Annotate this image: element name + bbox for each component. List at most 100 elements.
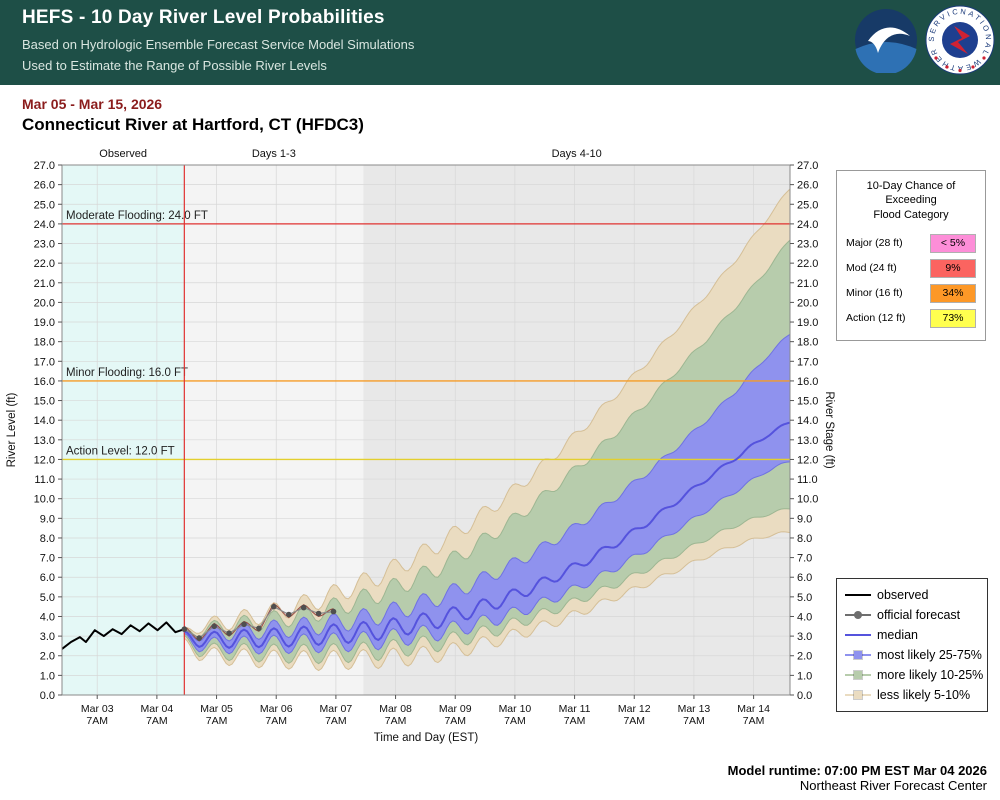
flood-probability-value: 9%: [930, 258, 976, 278]
legend-label: observed: [877, 588, 929, 602]
svg-text:2.0: 2.0: [40, 651, 55, 663]
svg-text:27.0: 27.0: [34, 160, 55, 172]
svg-text:7AM: 7AM: [444, 715, 466, 727]
svg-text:21.0: 21.0: [797, 278, 818, 290]
svg-text:7AM: 7AM: [564, 715, 586, 727]
svg-text:5.0: 5.0: [797, 592, 812, 604]
svg-text:2.0: 2.0: [797, 651, 812, 663]
svg-text:24.0: 24.0: [797, 219, 818, 231]
svg-text:Action Level: 12.0 FT: Action Level: 12.0 FT: [66, 445, 175, 457]
svg-text:Mar 12: Mar 12: [618, 703, 651, 715]
footer: Model runtime: 07:00 PM EST Mar 04 2026 …: [728, 763, 987, 793]
noaa-logo: [855, 9, 917, 73]
svg-text:Days 1-3: Days 1-3: [252, 148, 296, 160]
svg-text:7AM: 7AM: [623, 715, 645, 727]
svg-text:23.0: 23.0: [34, 239, 55, 251]
svg-text:6.0: 6.0: [40, 572, 55, 584]
flood-probability-value: < 5%: [930, 233, 976, 253]
header-logos: NATIONAL WEATHER SERVICE: [853, 4, 996, 76]
legend-swatch-most-likely: [845, 649, 871, 661]
flood-row-major: Major (28 ft) < 5%: [837, 231, 985, 256]
legend-label: less likely 5-10%: [877, 688, 971, 702]
svg-text:10.0: 10.0: [34, 494, 55, 506]
legend-swatch-median: [845, 629, 871, 641]
svg-text:18.0: 18.0: [34, 337, 55, 349]
svg-text:River Stage (ft): River Stage (ft): [823, 391, 835, 468]
svg-text:8.0: 8.0: [797, 533, 812, 545]
svg-text:Moderate Flooding: 24.0 FT: Moderate Flooding: 24.0 FT: [66, 210, 208, 222]
header-banner: HEFS - 10 Day River Level Probabilities …: [0, 0, 1000, 85]
svg-text:7AM: 7AM: [683, 715, 705, 727]
flood-probability-table: 10-Day Chance of Exceeding Flood Categor…: [836, 170, 986, 341]
flood-category-label: Mod (24 ft): [846, 262, 897, 275]
svg-text:River Level (ft): River Level (ft): [6, 392, 18, 467]
svg-text:Minor Flooding: 16.0 FT: Minor Flooding: 16.0 FT: [66, 367, 188, 379]
svg-text:Observed: Observed: [99, 148, 147, 160]
flood-table-title: 10-Day Chance of Exceeding Flood Categor…: [866, 180, 956, 221]
svg-text:Time and Day (EST): Time and Day (EST): [374, 732, 479, 744]
svg-text:22.0: 22.0: [797, 258, 818, 270]
svg-text:Mar 13: Mar 13: [678, 703, 711, 715]
svg-text:12.0: 12.0: [34, 454, 55, 466]
svg-text:7AM: 7AM: [325, 715, 347, 727]
flood-row-action: Action (12 ft) 73%: [837, 306, 985, 331]
flood-category-label: Action (12 ft): [846, 312, 906, 325]
svg-text:5.0: 5.0: [40, 592, 55, 604]
svg-text:Mar 09: Mar 09: [439, 703, 472, 715]
legend-label: most likely 25-75%: [877, 648, 982, 662]
svg-text:11.0: 11.0: [797, 474, 818, 486]
svg-text:17.0: 17.0: [797, 356, 818, 368]
svg-text:9.0: 9.0: [797, 513, 812, 525]
svg-text:1.0: 1.0: [797, 670, 812, 682]
svg-text:21.0: 21.0: [34, 278, 55, 290]
svg-text:Mar 06: Mar 06: [260, 703, 293, 715]
legend-label: official forecast: [877, 608, 961, 622]
svg-text:Mar 14: Mar 14: [737, 703, 770, 715]
flood-row-moderate: Mod (24 ft) 9%: [837, 256, 985, 281]
svg-text:12.0: 12.0: [797, 454, 818, 466]
svg-text:8.0: 8.0: [40, 533, 55, 545]
svg-text:7AM: 7AM: [206, 715, 228, 727]
svg-text:14.0: 14.0: [34, 415, 55, 427]
legend-label: median: [877, 628, 918, 642]
legend-item-less-likely: less likely 5-10%: [845, 685, 979, 705]
flood-category-label: Major (28 ft): [846, 237, 903, 250]
svg-text:22.0: 22.0: [34, 258, 55, 270]
svg-text:20.0: 20.0: [34, 297, 55, 309]
svg-text:13.0: 13.0: [797, 435, 818, 447]
legend-swatch-observed: [845, 589, 871, 601]
flood-probability-value: 73%: [930, 308, 976, 328]
svg-text:13.0: 13.0: [34, 435, 55, 447]
svg-text:26.0: 26.0: [34, 180, 55, 192]
svg-text:Mar 10: Mar 10: [499, 703, 532, 715]
svg-text:15.0: 15.0: [34, 396, 55, 408]
svg-text:4.0: 4.0: [797, 611, 812, 623]
svg-text:7AM: 7AM: [504, 715, 526, 727]
svg-text:15.0: 15.0: [797, 396, 818, 408]
header-subtitle-2: Used to Estimate the Range of Possible R…: [22, 58, 327, 73]
flood-category-label: Minor (16 ft): [846, 287, 903, 300]
svg-text:Mar 05: Mar 05: [200, 703, 233, 715]
flood-probability-value: 34%: [930, 283, 976, 303]
svg-text:7AM: 7AM: [385, 715, 407, 727]
svg-text:7AM: 7AM: [86, 715, 108, 727]
svg-text:19.0: 19.0: [797, 317, 818, 329]
legend-item-official-forecast: official forecast: [845, 605, 979, 625]
svg-text:17.0: 17.0: [34, 356, 55, 368]
svg-text:7AM: 7AM: [146, 715, 168, 727]
svg-text:9.0: 9.0: [40, 513, 55, 525]
svg-text:Mar 11: Mar 11: [559, 703, 591, 715]
svg-text:Days 4-10: Days 4-10: [552, 148, 602, 160]
svg-text:3.0: 3.0: [797, 631, 812, 643]
svg-text:4.0: 4.0: [40, 611, 55, 623]
svg-text:19.0: 19.0: [34, 317, 55, 329]
svg-text:Mar 04: Mar 04: [141, 703, 174, 715]
svg-text:Mar 07: Mar 07: [320, 703, 353, 715]
svg-text:Mar 08: Mar 08: [379, 703, 412, 715]
svg-text:18.0: 18.0: [797, 337, 818, 349]
legend-swatch-official-forecast: [845, 609, 871, 621]
model-runtime: Model runtime: 07:00 PM EST Mar 04 2026: [727, 763, 987, 778]
legend-label: more likely 10-25%: [877, 668, 984, 682]
